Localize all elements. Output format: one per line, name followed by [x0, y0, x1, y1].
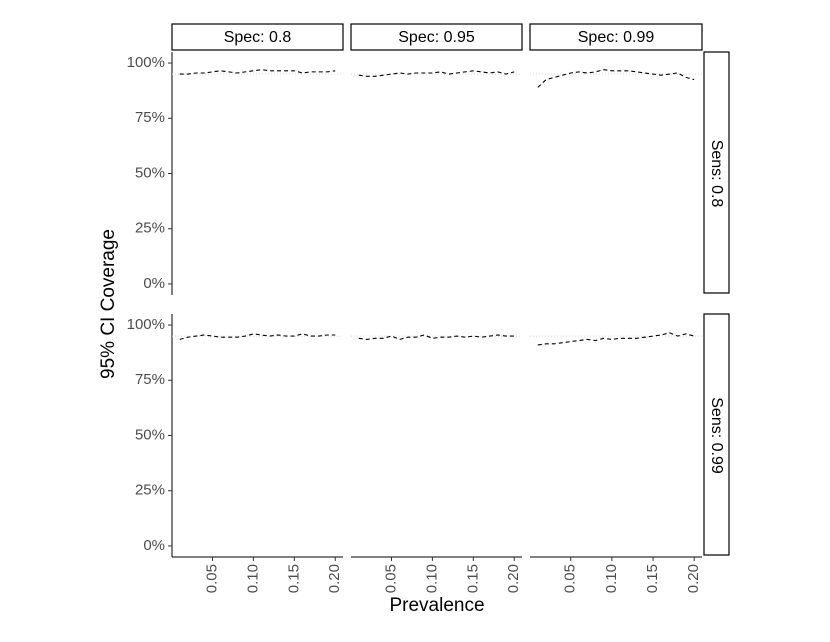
x-tick-label: 0.10 — [244, 564, 261, 593]
y-axis-label: 95% CI Coverage — [98, 229, 119, 379]
y-tick-label: 75% — [135, 109, 165, 126]
strip-label: Spec: 0.99 — [578, 29, 655, 46]
strip — [529, 23, 703, 51]
strip-label: Sens: 0.99 — [708, 397, 725, 474]
x-tick-label: 0.15 — [464, 564, 481, 593]
coverage-line — [179, 333, 336, 340]
y-tick-label: 50% — [135, 426, 165, 443]
x-tick-label: 0.15 — [285, 564, 302, 593]
x-tick-label: 0.10 — [603, 564, 620, 593]
coverage-line — [358, 70, 515, 77]
strip-label: Spec: 0.95 — [398, 29, 475, 46]
x-tick-label: 0.20 — [685, 564, 702, 593]
coverage-line — [358, 334, 515, 340]
y-tick-label: 25% — [135, 482, 165, 499]
coverage-line — [537, 332, 695, 346]
x-tick-label: 0.05 — [562, 564, 579, 593]
x-tick-label: 0.05 — [203, 564, 220, 593]
y-tick-label: 0% — [143, 537, 165, 554]
x-tick-label: 0.05 — [382, 564, 399, 593]
coverage-line — [179, 69, 336, 75]
y-tick-label: 25% — [135, 220, 165, 237]
x-tick-label: 0.20 — [505, 564, 522, 593]
strip — [171, 23, 344, 51]
strip-label: Spec: 0.8 — [224, 29, 292, 46]
y-tick-label: 50% — [135, 164, 165, 181]
x-tick-label: 0.10 — [423, 564, 440, 593]
coverage-line — [537, 69, 695, 88]
x-axis-label: Prevalence — [389, 595, 484, 616]
strip — [703, 51, 730, 294]
strip — [703, 313, 730, 556]
x-tick-label: 0.15 — [644, 564, 661, 593]
y-tick-label: 100% — [127, 316, 165, 333]
y-tick-label: 75% — [135, 371, 165, 388]
y-tick-label: 100% — [127, 54, 165, 71]
y-tick-label: 0% — [143, 275, 165, 292]
x-tick-label: 0.20 — [326, 564, 343, 593]
strip-label: Sens: 0.8 — [708, 140, 725, 208]
strip — [350, 23, 523, 51]
